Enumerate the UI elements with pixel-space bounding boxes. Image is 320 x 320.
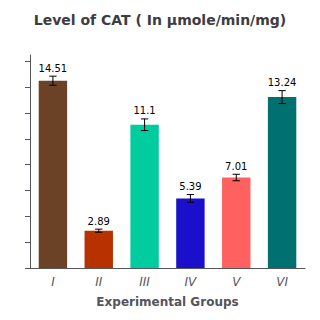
svg-text:2.89: 2.89 [88,216,110,227]
svg-text:7.01: 7.01 [225,161,247,172]
svg-text:Level of CAT ( In μmole/min/mg: Level of CAT ( In μmole/min/mg) [34,12,286,28]
svg-text:Experimental Groups: Experimental Groups [96,295,238,309]
svg-text:11.1: 11.1 [133,105,155,116]
svg-text:5.39: 5.39 [179,181,201,192]
svg-text:V: V [232,275,241,289]
svg-text:III: III [139,275,150,289]
svg-text:VI: VI [276,275,288,289]
svg-text:IV: IV [185,275,198,289]
svg-text:13.24: 13.24 [268,77,297,88]
svg-text:I: I [51,275,55,289]
svg-text:II: II [95,275,103,289]
svg-text:14.51: 14.51 [39,63,68,74]
